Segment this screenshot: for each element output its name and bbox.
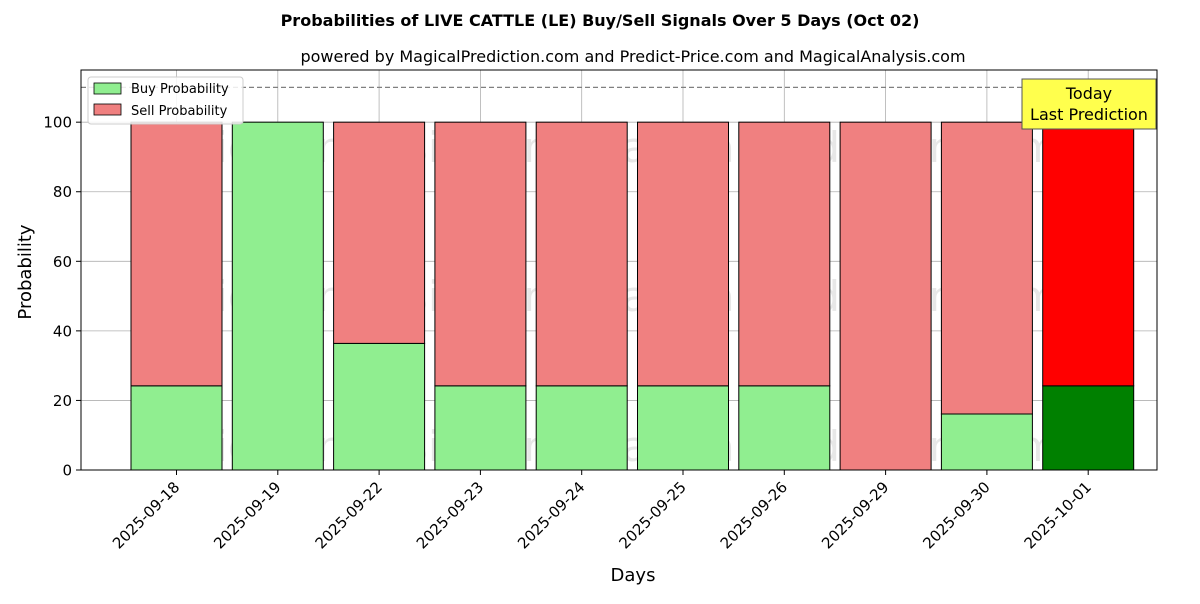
bars-layer bbox=[130, 121, 1135, 471]
x-tick-label: 2025-10-01 bbox=[1021, 478, 1095, 552]
x-tick-label: 2025-09-19 bbox=[210, 478, 284, 552]
today-annotation: Today Last Prediction bbox=[1021, 78, 1157, 130]
legend-sell-label: Sell Probability bbox=[131, 104, 228, 119]
x-tick-label: 2025-09-22 bbox=[312, 478, 386, 552]
plot-frame bbox=[80, 69, 1158, 471]
sell-bar bbox=[1042, 121, 1135, 387]
buy-bar bbox=[940, 413, 1033, 471]
x-tick-label: 2025-09-18 bbox=[109, 478, 183, 552]
annotation-background bbox=[1021, 78, 1157, 130]
sell-bar bbox=[434, 121, 527, 387]
buy-bar bbox=[535, 385, 628, 471]
chart-subtitle: powered by MagicalPrediction.com and Pre… bbox=[300, 47, 965, 66]
x-tick-label: 2025-09-23 bbox=[413, 478, 487, 552]
legend-buy-label: Buy Probability bbox=[131, 82, 229, 97]
legend: Buy Probability Sell Probability bbox=[87, 76, 244, 125]
sell-bar bbox=[839, 121, 932, 471]
buy-bar bbox=[130, 385, 223, 471]
legend-frame bbox=[87, 76, 244, 125]
sell-bar bbox=[738, 121, 831, 387]
y-tick-label: 60 bbox=[53, 253, 72, 271]
annotation-line2: Last Prediction bbox=[1030, 105, 1148, 124]
annotation-line1: Today bbox=[1065, 84, 1112, 103]
x-tick-label: 2025-09-30 bbox=[919, 478, 993, 552]
y-tick-label: 40 bbox=[53, 322, 72, 340]
x-tick-label: 2025-09-24 bbox=[514, 478, 588, 552]
buy-bar bbox=[333, 342, 426, 471]
legend-buy-swatch bbox=[93, 82, 122, 95]
sell-bar bbox=[535, 121, 628, 387]
buy-bar bbox=[434, 385, 527, 471]
legend-sell-swatch bbox=[93, 103, 122, 116]
y-tick-label: 0 bbox=[62, 462, 72, 480]
x-tick-label: 2025-09-29 bbox=[818, 478, 892, 552]
sell-bar bbox=[130, 121, 223, 387]
buy-bar bbox=[738, 385, 831, 471]
x-axis-label: Days bbox=[611, 565, 656, 586]
sell-bar bbox=[940, 121, 1033, 415]
y-tick-label: 80 bbox=[53, 183, 72, 201]
x-tick-label: 2025-09-26 bbox=[717, 478, 791, 552]
buy-bar bbox=[1042, 385, 1135, 471]
sell-bar bbox=[333, 121, 426, 344]
x-tick-label: 2025-09-25 bbox=[615, 478, 689, 552]
buy-bar bbox=[231, 121, 324, 471]
buy-bar bbox=[637, 385, 729, 471]
sell-bar bbox=[637, 121, 729, 387]
y-tick-label: 20 bbox=[53, 392, 72, 410]
y-axis-label: Probability bbox=[15, 224, 36, 319]
chart-title: Probabilities of LIVE CATTLE (LE) Buy/Se… bbox=[281, 11, 920, 30]
y-tick-label: 100 bbox=[43, 114, 72, 132]
